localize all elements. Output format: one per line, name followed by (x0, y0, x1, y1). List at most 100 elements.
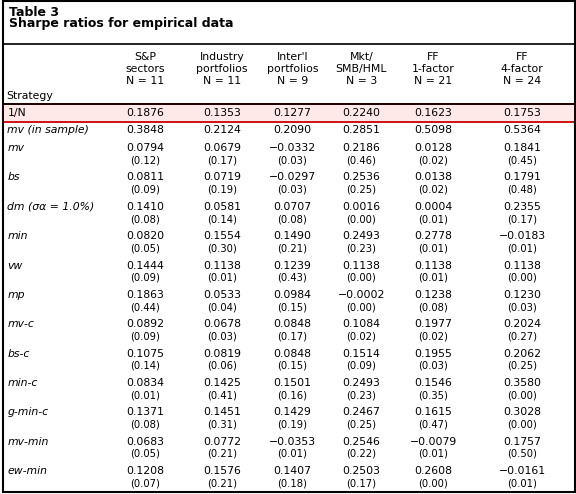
Text: (0.35): (0.35) (419, 390, 448, 400)
Text: 0.5098: 0.5098 (415, 125, 452, 135)
Text: −0.0353: −0.0353 (269, 437, 316, 447)
Text: (0.45): (0.45) (507, 156, 537, 165)
Text: (0.09): (0.09) (347, 361, 376, 371)
Text: (0.17): (0.17) (346, 478, 377, 488)
Text: (0.02): (0.02) (419, 156, 448, 165)
Text: (0.01): (0.01) (419, 273, 448, 283)
Text: (0.08): (0.08) (278, 214, 307, 224)
Text: (0.27): (0.27) (507, 331, 537, 341)
Text: 0.1501: 0.1501 (274, 378, 311, 388)
Text: 0.2467: 0.2467 (343, 407, 380, 417)
Text: FF
4-factor
N = 24: FF 4-factor N = 24 (501, 52, 544, 86)
Text: (0.05): (0.05) (131, 449, 160, 459)
Text: (0.01): (0.01) (419, 449, 448, 459)
Text: (0.21): (0.21) (207, 449, 237, 459)
Text: 0.1208: 0.1208 (127, 466, 164, 476)
Text: (0.02): (0.02) (419, 185, 448, 195)
Text: 0.1138: 0.1138 (503, 260, 541, 271)
Text: (0.18): (0.18) (278, 478, 307, 488)
Text: (0.21): (0.21) (277, 244, 308, 253)
Text: (0.25): (0.25) (346, 419, 377, 430)
Text: (0.00): (0.00) (419, 478, 448, 488)
Text: 0.1444: 0.1444 (127, 260, 164, 271)
Text: 0.2778: 0.2778 (415, 231, 452, 241)
Text: (0.43): (0.43) (278, 273, 307, 283)
Text: (0.02): (0.02) (419, 331, 448, 341)
Text: (0.01): (0.01) (131, 390, 160, 400)
Bar (3, 104, 575, 122)
Text: 0.1546: 0.1546 (415, 378, 452, 388)
Text: 0.1407: 0.1407 (274, 466, 311, 476)
Text: 0.2062: 0.2062 (503, 349, 541, 359)
Text: (0.07): (0.07) (131, 478, 160, 488)
Text: 0.0848: 0.0848 (274, 349, 311, 359)
Text: 0.0819: 0.0819 (203, 349, 241, 359)
Text: mv: mv (7, 143, 25, 153)
Text: (0.17): (0.17) (207, 156, 237, 165)
Text: (0.12): (0.12) (130, 156, 161, 165)
Text: 0.2503: 0.2503 (343, 466, 380, 476)
Text: (0.50): (0.50) (507, 449, 537, 459)
Text: Strategy: Strategy (6, 91, 52, 101)
Text: (0.01): (0.01) (507, 244, 537, 253)
Text: −0.0297: −0.0297 (269, 172, 316, 182)
Text: Table 3: Table 3 (9, 6, 59, 19)
Text: (0.02): (0.02) (347, 331, 376, 341)
Text: −0.0332: −0.0332 (269, 143, 316, 153)
Text: bs-c: bs-c (7, 349, 30, 359)
Text: (0.09): (0.09) (131, 273, 160, 283)
Text: 0.1977: 0.1977 (415, 319, 452, 329)
Text: −0.0183: −0.0183 (499, 231, 545, 241)
Text: 0.1623: 0.1623 (415, 108, 452, 118)
Text: (0.46): (0.46) (347, 156, 376, 165)
Text: (0.01): (0.01) (507, 478, 537, 488)
Text: (0.15): (0.15) (277, 302, 308, 312)
Text: 0.1425: 0.1425 (203, 378, 241, 388)
Text: 0.1490: 0.1490 (274, 231, 311, 241)
Text: 0.0707: 0.0707 (273, 202, 312, 212)
Text: 0.3848: 0.3848 (127, 125, 164, 135)
Text: 0.0016: 0.0016 (342, 202, 381, 212)
Text: ew-min: ew-min (7, 466, 47, 476)
Text: S&P
sectors
N = 11: S&P sectors N = 11 (126, 52, 165, 86)
Text: (0.01): (0.01) (419, 214, 448, 224)
Text: 0.1429: 0.1429 (274, 407, 311, 417)
Text: 0.0834: 0.0834 (127, 378, 164, 388)
Text: (0.03): (0.03) (207, 331, 237, 341)
Text: 0.1554: 0.1554 (203, 231, 241, 241)
Text: 0.1239: 0.1239 (274, 260, 311, 271)
Text: (0.03): (0.03) (507, 302, 537, 312)
Text: (0.00): (0.00) (347, 214, 376, 224)
Text: 0.2090: 0.2090 (273, 125, 312, 135)
Text: Sharpe ratios for empirical data: Sharpe ratios for empirical data (9, 17, 233, 30)
Text: −0.0079: −0.0079 (410, 437, 457, 447)
Text: (0.16): (0.16) (277, 390, 308, 400)
Text: (0.01): (0.01) (207, 273, 237, 283)
Text: min-c: min-c (7, 378, 38, 388)
Text: 0.1757: 0.1757 (503, 437, 541, 447)
Text: (0.47): (0.47) (419, 419, 448, 430)
Text: Inter'l
portfolios
N = 9: Inter'l portfolios N = 9 (267, 52, 318, 86)
Text: 0.2608: 0.2608 (415, 466, 452, 476)
Text: (0.31): (0.31) (207, 419, 237, 430)
Text: 0.2493: 0.2493 (343, 378, 380, 388)
Text: 0.0678: 0.0678 (203, 319, 241, 329)
Text: mv-min: mv-min (7, 437, 49, 447)
Text: mp: mp (7, 290, 25, 300)
Text: mv (in sample): mv (in sample) (7, 125, 89, 135)
Text: 0.2536: 0.2536 (343, 172, 380, 182)
Text: (0.03): (0.03) (278, 156, 307, 165)
Text: dm (σα = 1.0%): dm (σα = 1.0%) (7, 202, 94, 212)
Text: 0.2124: 0.2124 (203, 125, 241, 135)
Text: 0.1238: 0.1238 (415, 290, 452, 300)
Text: (0.48): (0.48) (507, 185, 537, 195)
Text: (0.04): (0.04) (207, 302, 237, 312)
Text: 1/N: 1/N (7, 108, 26, 118)
Text: 0.0581: 0.0581 (203, 202, 241, 212)
Text: (0.14): (0.14) (207, 214, 237, 224)
Text: 0.2493: 0.2493 (343, 231, 380, 241)
Text: (0.08): (0.08) (131, 419, 160, 430)
Text: 0.1075: 0.1075 (127, 349, 164, 359)
Text: FF
1-factor
N = 21: FF 1-factor N = 21 (412, 52, 455, 86)
Text: Mkt/
SMB/HML
N = 3: Mkt/ SMB/HML N = 3 (336, 52, 387, 86)
